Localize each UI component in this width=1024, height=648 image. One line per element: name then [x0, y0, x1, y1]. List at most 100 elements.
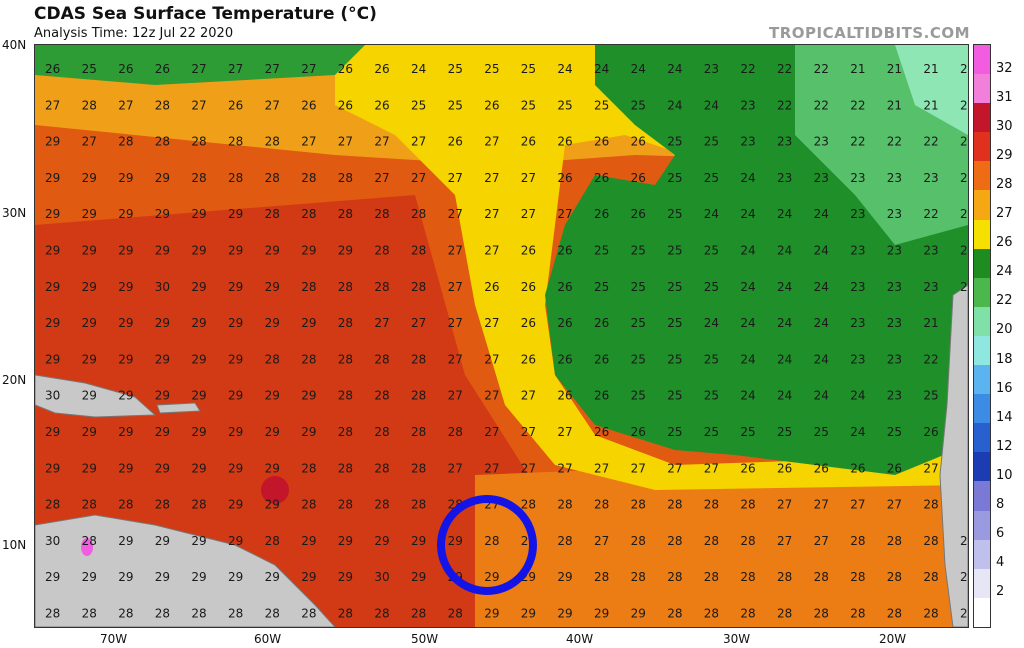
sst-value: 23	[887, 244, 902, 258]
sst-value: 24	[777, 389, 792, 403]
sst-value: 28	[374, 607, 389, 621]
land-puerto-rico	[156, 402, 201, 414]
colorbar-cell	[974, 365, 990, 395]
lat-label-10n: 10N	[2, 538, 27, 552]
colorbar-cell	[974, 394, 990, 424]
sst-value: 26	[557, 171, 572, 185]
sst-value: 26	[740, 461, 755, 475]
sst-value: 25	[631, 98, 646, 112]
sst-value: 28	[850, 570, 865, 584]
sst-value: 27	[301, 135, 316, 149]
colorbar-label: 12	[996, 438, 1013, 454]
colorbar-cell	[974, 335, 990, 366]
sst-value: 27	[521, 207, 536, 221]
sst-value: 23	[850, 352, 865, 366]
land-south-america	[35, 514, 336, 627]
sst-value: 25	[667, 135, 682, 149]
sst-value: 25	[521, 62, 536, 76]
sst-value: 26	[631, 207, 646, 221]
sst-value: 24	[777, 280, 792, 294]
sst-value: 25	[631, 244, 646, 258]
sst-value: 29	[374, 534, 389, 548]
sst-value: 29	[82, 570, 97, 584]
sst-value: 25	[704, 352, 719, 366]
sst-value: 24	[814, 352, 829, 366]
colorbar-label: 4	[996, 555, 1005, 571]
sst-value: 29	[45, 352, 60, 366]
sst-value: 28	[191, 171, 206, 185]
sst-value: 26	[45, 62, 60, 76]
sst-value: 29	[301, 425, 316, 439]
brand-watermark: TROPICALTIDBITS.COM	[769, 24, 970, 42]
sst-value: 27	[374, 135, 389, 149]
sst-map: 26 25 26 26 27 27 27 27 26 26 24 25 25 25 24 24 24 24 23 22…	[34, 44, 969, 628]
sst-value: 29	[228, 352, 243, 366]
sst-value: 28	[557, 534, 572, 548]
sst-value: 29	[594, 607, 609, 621]
sst-value: 24	[850, 425, 865, 439]
sst-value: 28	[704, 607, 719, 621]
sst-value: 28	[338, 498, 353, 512]
sst-value: 24	[740, 171, 755, 185]
sst-value: 25	[631, 352, 646, 366]
sst-value: 28	[923, 607, 938, 621]
sst-value: 28	[301, 171, 316, 185]
colorbar-cell	[974, 423, 990, 453]
sst-value: 27	[448, 244, 463, 258]
sst-value: 28	[301, 607, 316, 621]
sst-value: 22	[850, 135, 865, 149]
sst-value: 30	[45, 389, 60, 403]
sst-value: 28	[411, 425, 426, 439]
sst-value: 27	[960, 534, 968, 548]
sst-value: 28	[228, 171, 243, 185]
sst-value: 29	[155, 171, 170, 185]
sst-value: 29	[265, 425, 280, 439]
sst-value: 24	[411, 62, 426, 76]
sst-value: 21	[923, 62, 938, 76]
sst-value: 21	[887, 98, 902, 112]
sst-value: 29	[265, 280, 280, 294]
sst-value: 25	[557, 98, 572, 112]
sst-value: 28	[923, 570, 938, 584]
sst-value: 26	[521, 135, 536, 149]
sst-value: 28	[338, 280, 353, 294]
sst-value: 29	[155, 244, 170, 258]
sst-value: 28	[45, 607, 60, 621]
sst-value: 29	[155, 389, 170, 403]
sst-value: 29	[191, 534, 206, 548]
colorbar-cell	[974, 452, 990, 482]
sst-value: 22	[923, 352, 938, 366]
sst-value: 28	[411, 498, 426, 512]
sst-value: 23	[887, 207, 902, 221]
sst-value: 28	[411, 207, 426, 221]
sst-value: 29	[265, 570, 280, 584]
land-hispaniola	[35, 374, 157, 418]
lon-label-40w: 40W	[566, 632, 594, 646]
colorbar-cell	[974, 481, 990, 511]
sst-value: 26	[301, 98, 316, 112]
sst-value: 24	[777, 316, 792, 330]
sst-value: 28	[740, 498, 755, 512]
colorbar-label: 2	[996, 584, 1005, 600]
sst-value: 30	[374, 570, 389, 584]
sst-value: 29	[82, 316, 97, 330]
sst-value: 24	[594, 62, 609, 76]
sst-value: 28	[631, 570, 646, 584]
sst-value: 27	[960, 607, 968, 621]
sst-value: 26	[594, 352, 609, 366]
sst-value: 29	[557, 570, 572, 584]
sst-value: 24	[740, 316, 755, 330]
sst-value: 28	[448, 425, 463, 439]
sst-value: 22	[960, 171, 968, 185]
sst-value: 26	[557, 389, 572, 403]
sst-value: 29	[338, 244, 353, 258]
colorbar-cell	[974, 277, 990, 307]
sst-value: 28	[338, 316, 353, 330]
sst-value: 23	[777, 171, 792, 185]
sst-value: 21	[923, 98, 938, 112]
sst-value: 27	[667, 461, 682, 475]
sst-value: 23	[850, 316, 865, 330]
sst-value: 28	[411, 244, 426, 258]
sst-value: 26	[631, 135, 646, 149]
sst-value: 23	[740, 98, 755, 112]
